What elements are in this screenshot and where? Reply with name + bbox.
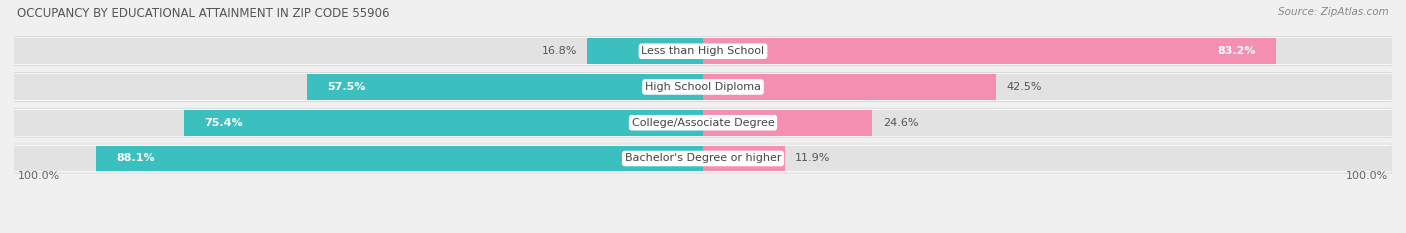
Bar [184, 110, 703, 136]
Text: OCCUPANCY BY EDUCATIONAL ATTAINMENT IN ZIP CODE 55906: OCCUPANCY BY EDUCATIONAL ATTAINMENT IN Z… [17, 7, 389, 20]
Bar [14, 146, 1392, 171]
Text: 11.9%: 11.9% [796, 154, 831, 164]
Text: 42.5%: 42.5% [1007, 82, 1042, 92]
Bar [703, 38, 1277, 64]
Text: 100.0%: 100.0% [1347, 171, 1389, 181]
Bar [703, 110, 873, 136]
FancyBboxPatch shape [14, 108, 1392, 137]
FancyBboxPatch shape [14, 37, 1392, 66]
Text: Less than High School: Less than High School [641, 46, 765, 56]
FancyBboxPatch shape [14, 72, 1392, 101]
FancyBboxPatch shape [14, 144, 1392, 173]
Text: 100.0%: 100.0% [17, 171, 59, 181]
Bar [14, 38, 1392, 64]
Text: 24.6%: 24.6% [883, 118, 918, 128]
Text: 88.1%: 88.1% [117, 154, 155, 164]
Bar [588, 38, 703, 64]
Text: 75.4%: 75.4% [204, 118, 243, 128]
Text: Source: ZipAtlas.com: Source: ZipAtlas.com [1278, 7, 1389, 17]
Text: 57.5%: 57.5% [328, 82, 366, 92]
Text: 83.2%: 83.2% [1218, 46, 1256, 56]
Text: 16.8%: 16.8% [541, 46, 576, 56]
Bar [14, 110, 1392, 136]
Bar [703, 146, 785, 171]
Text: Bachelor's Degree or higher: Bachelor's Degree or higher [624, 154, 782, 164]
Bar [14, 74, 1392, 100]
Bar [307, 74, 703, 100]
Bar [96, 146, 703, 171]
Bar [703, 74, 995, 100]
Text: High School Diploma: High School Diploma [645, 82, 761, 92]
Text: College/Associate Degree: College/Associate Degree [631, 118, 775, 128]
